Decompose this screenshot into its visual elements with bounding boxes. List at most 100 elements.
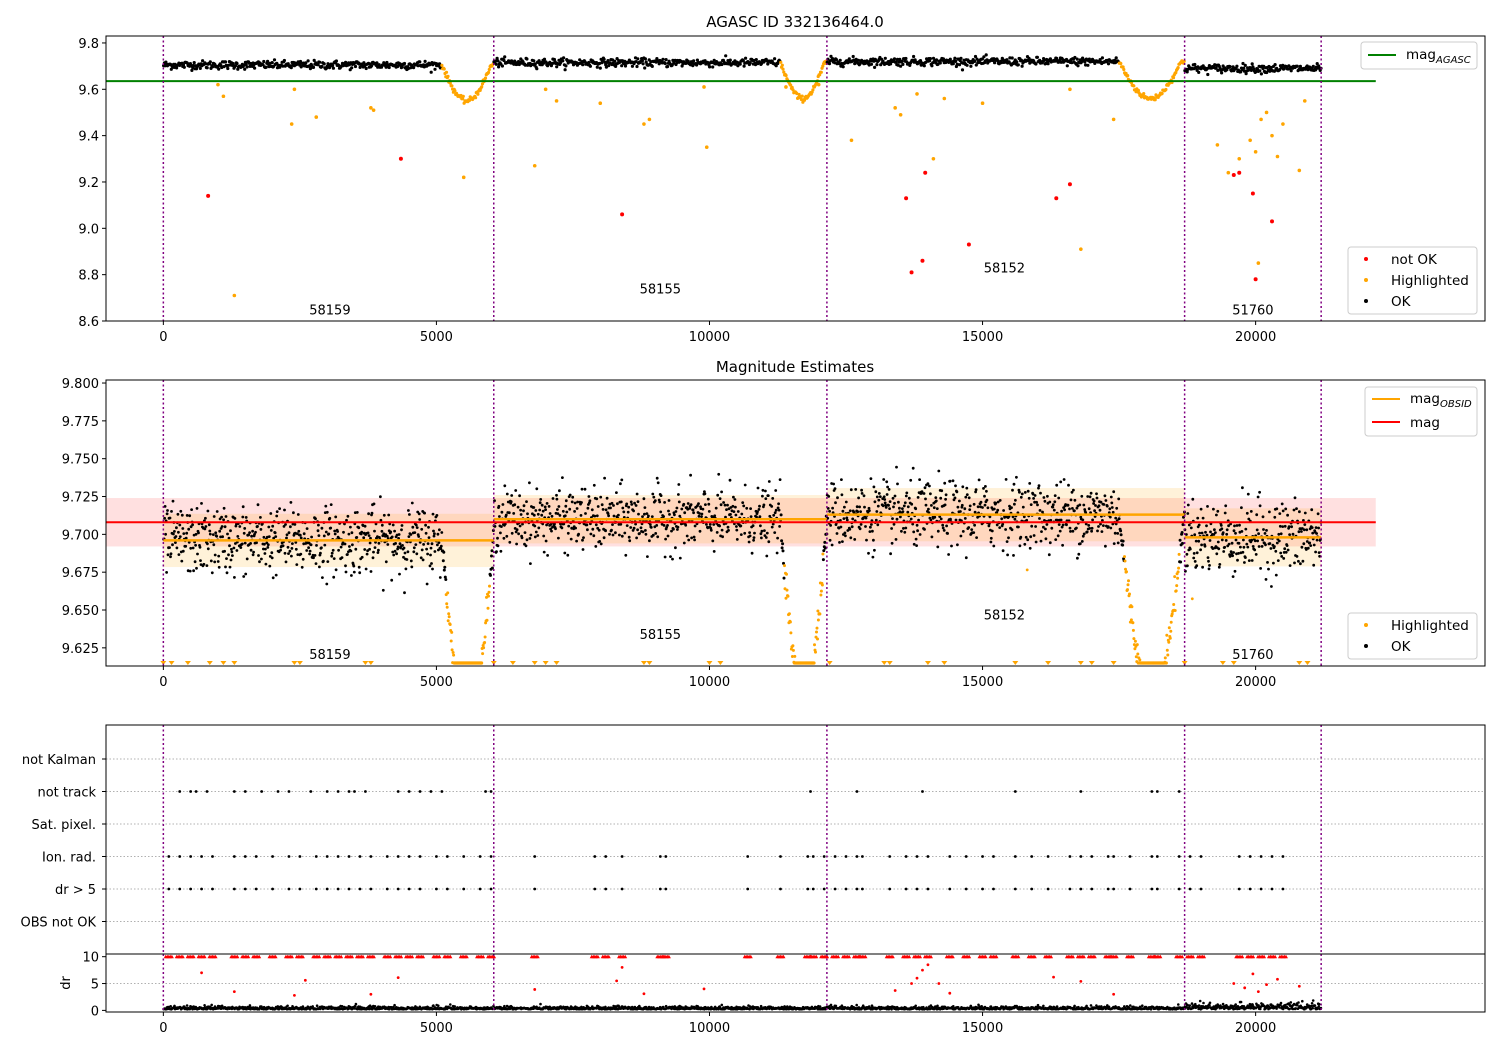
data-point [645, 512, 649, 515]
data-point [415, 526, 419, 529]
data-point [781, 67, 785, 71]
flag-point [915, 855, 919, 858]
data-point [1273, 545, 1276, 548]
data-point [1011, 488, 1014, 492]
data-point [673, 58, 677, 63]
data-point [448, 623, 452, 626]
data-point [370, 511, 374, 515]
flag-point [844, 855, 848, 858]
flag-point [407, 855, 411, 858]
data-point [1316, 512, 1320, 516]
data-point [331, 66, 335, 70]
data-point [982, 55, 986, 59]
data-point [1095, 496, 1099, 500]
data-point [1208, 539, 1212, 542]
data-point [930, 535, 934, 539]
data-point [1207, 567, 1211, 571]
data-point [894, 60, 898, 64]
data-point [1298, 510, 1301, 514]
data-point [336, 530, 339, 533]
data-point [537, 59, 541, 63]
flag-point [620, 887, 624, 891]
highlighted-point [216, 82, 220, 87]
data-point [595, 65, 599, 69]
data-point [430, 562, 433, 565]
data-point [1023, 491, 1027, 494]
data-point [1086, 63, 1090, 67]
data-point [236, 67, 240, 71]
flag-point [287, 855, 291, 858]
data-point [613, 59, 617, 63]
data-point [1073, 55, 1077, 60]
data-point [321, 576, 324, 579]
data-point [1085, 530, 1089, 534]
data-point [1125, 570, 1128, 574]
data-point [972, 531, 976, 534]
data-point [449, 639, 453, 643]
data-point [1254, 69, 1258, 74]
data-point [440, 531, 444, 534]
highlighted-point [369, 106, 373, 110]
flag-point [336, 855, 340, 858]
data-point [562, 522, 566, 526]
data-point [1261, 515, 1265, 519]
data-point [1098, 508, 1102, 512]
data-point [607, 514, 610, 518]
data-point [283, 508, 286, 512]
data-point [610, 58, 615, 62]
data-point [1044, 527, 1047, 531]
data-point [583, 487, 587, 491]
data-point [249, 548, 253, 552]
data-point [1126, 583, 1130, 587]
flag-point [440, 790, 444, 793]
data-point [1303, 523, 1307, 526]
data-point [850, 525, 854, 529]
data-point [262, 59, 266, 64]
data-point [591, 527, 595, 531]
data-point [274, 573, 278, 577]
data-point [365, 552, 369, 556]
flag-point [325, 887, 329, 891]
data-point [389, 530, 393, 534]
data-point [1010, 506, 1013, 510]
data-point [661, 57, 665, 61]
data-point [320, 526, 324, 530]
flag-point [178, 887, 182, 891]
data-point [816, 609, 820, 613]
data-point [366, 531, 370, 535]
data-point [256, 503, 260, 507]
flag-point [232, 855, 236, 858]
data-point [761, 494, 764, 498]
data-point [777, 502, 780, 506]
data-point [510, 531, 514, 535]
data-point [668, 513, 671, 516]
dr-point [453, 1005, 457, 1008]
data-point [182, 532, 186, 535]
data-point [992, 507, 996, 511]
data-point [1240, 530, 1244, 533]
data-point [1110, 506, 1114, 509]
data-point [602, 57, 606, 61]
data-point [168, 546, 171, 549]
data-point [1240, 506, 1243, 510]
flag-point [833, 855, 837, 858]
data-point [1215, 552, 1219, 556]
data-point [362, 536, 366, 540]
data-point [1288, 533, 1291, 536]
data-point [363, 524, 367, 528]
flag-point [369, 887, 373, 891]
data-point [1071, 507, 1074, 510]
data-point [734, 505, 737, 509]
data-point [350, 574, 353, 577]
data-point [199, 559, 202, 562]
data-point [549, 527, 552, 531]
data-point [1223, 545, 1227, 549]
data-point [960, 503, 964, 507]
data-point [282, 58, 286, 63]
data-point [317, 534, 321, 537]
data-point [633, 501, 636, 505]
data-point [1186, 564, 1189, 568]
data-point [851, 517, 855, 521]
flag-point [1248, 887, 1252, 891]
